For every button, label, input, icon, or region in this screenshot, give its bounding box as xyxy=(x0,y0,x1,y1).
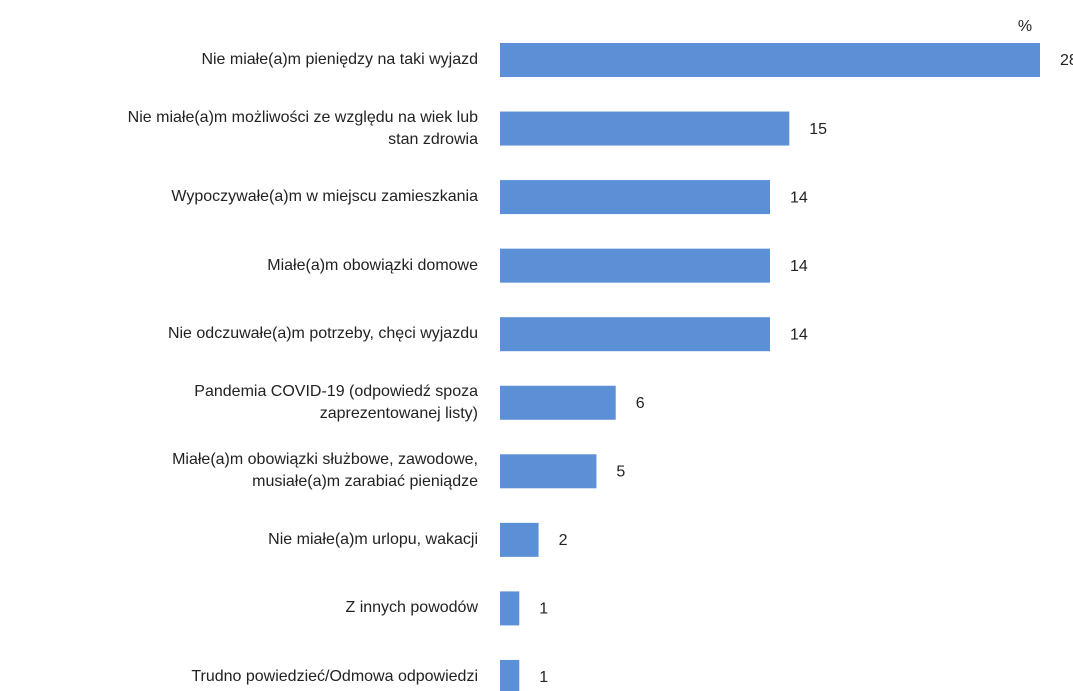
value-label: 28 xyxy=(1060,52,1073,69)
value-label: 15 xyxy=(809,121,827,138)
value-label: 1 xyxy=(539,601,548,618)
bar xyxy=(500,43,1040,77)
bar xyxy=(500,454,597,489)
value-label: 2 xyxy=(559,532,568,549)
bar xyxy=(500,591,520,626)
category-label: Nie miałe(a)m pieniędzy na taki wyjazd xyxy=(201,51,478,68)
bar xyxy=(500,317,770,352)
category-label: Miałe(a)m obowiązki służbowe, zawodowe, … xyxy=(172,451,478,491)
bar xyxy=(500,522,539,557)
category-label: Pandemia COVID-19 (odpowiedź spoza zapre… xyxy=(194,382,478,422)
value-label: 14 xyxy=(790,326,808,343)
value-label: 6 xyxy=(636,395,645,412)
category-label: Trudno powiedzieć/Odmowa odpowiedzi xyxy=(191,667,478,685)
value-label: 1 xyxy=(539,669,548,686)
bar xyxy=(500,385,616,420)
category-label: Nie odczuwałe(a)m potrzeby, chęci wyjazd… xyxy=(167,325,478,343)
category-label: Z innych powodów xyxy=(345,599,478,617)
bar xyxy=(500,248,770,283)
category-label: Wypoczywałe(a)m w miejscu zamieszkania xyxy=(171,188,478,206)
unit-label: % xyxy=(1018,18,1032,35)
bar xyxy=(500,180,770,215)
value-label: 5 xyxy=(616,464,625,481)
value-label: 14 xyxy=(790,258,808,275)
category-label: Miałe(a)m obowiązki domowe xyxy=(267,256,478,274)
category-label: Nie miałe(a)m możliwości ze względu na w… xyxy=(127,108,478,148)
value-label: 14 xyxy=(790,189,808,206)
category-label: Nie miałe(a)m urlopu, wakacji xyxy=(268,530,478,548)
bar xyxy=(500,111,790,146)
bar xyxy=(500,659,520,691)
